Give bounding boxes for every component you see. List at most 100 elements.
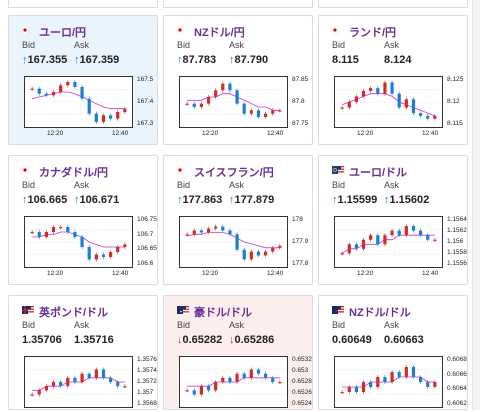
x-tick-label: 12:40 (267, 270, 284, 277)
pair-name[interactable]: カナダドル/円 (39, 167, 109, 179)
card-header[interactable]: NZドル/円 (164, 24, 314, 40)
candle-body (264, 373, 268, 378)
card-header[interactable]: ユーロ/円 (9, 24, 159, 40)
pair-name[interactable]: NZドル/円 (194, 27, 245, 39)
ask-value: 0.60663 (384, 334, 424, 346)
price-chart[interactable] (334, 216, 443, 268)
price-chart[interactable] (24, 216, 133, 268)
pair-name[interactable]: ユーロ/円 (39, 27, 87, 39)
prev-card-bottom (8, 0, 158, 8)
card-header[interactable]: ユーロ/ドル (319, 164, 469, 180)
scrollbar[interactable] (472, 0, 480, 410)
rate-card[interactable]: ユーロ/ドル Bid Ask ↑1.15599 ↑1.15602 1.1564 1.1562… (318, 155, 468, 285)
rate-card[interactable]: 豪ドル/ドル Bid Ask ↓0.65282 ↓0.65286 0.6532 0.653 0… (163, 295, 313, 410)
direction-arrow-icon: ↓ (229, 334, 235, 346)
candle-body (411, 99, 416, 114)
y-tick-label: 167.3 (137, 120, 154, 127)
price-chart[interactable] (179, 216, 288, 268)
ask-price: 0.60663 (384, 334, 424, 346)
bid-value: ↑167.355 (22, 54, 67, 66)
x-tick-label: 12:40 (112, 270, 129, 277)
candle-body (390, 230, 394, 236)
rate-card[interactable]: NZドル/ドル Bid Ask 0.60649 0.60663 0.6068 0.6066 0… (318, 295, 468, 410)
card-header[interactable]: スイスフラン/円 (164, 164, 314, 180)
card-header[interactable]: 英ポンド/ドル (9, 304, 159, 320)
bid-value: ↑106.665 (22, 194, 67, 206)
candle-body (426, 235, 430, 240)
rate-card[interactable]: カナダドル/円 Bid Ask ↑106.665 ↑106.671 106.75 106.7… (8, 155, 158, 285)
bid-value: ↑87.783 (177, 54, 216, 66)
rate-card[interactable]: スイスフラン/円 Bid Ask ↑177.863 ↑177.879 178 177.9 17… (163, 155, 313, 285)
y-tick-label: 87.85 (292, 76, 309, 83)
candle-body (199, 103, 203, 107)
candle-body (376, 235, 380, 245)
card-header[interactable]: ランド/円 (319, 24, 469, 40)
candle-body (192, 230, 196, 235)
ask-label: Ask (74, 320, 90, 330)
bid-label: Bid (22, 40, 36, 50)
pair-name[interactable]: 豪ドル/ドル (194, 307, 253, 319)
candle-body (185, 103, 189, 105)
card-header[interactable]: NZドル/ドル (319, 304, 469, 320)
pair-name[interactable]: NZドル/ドル (349, 307, 411, 319)
y-tick-label: 0.6068 (447, 356, 467, 363)
ask-price: 1.15602 (389, 194, 430, 206)
rate-card[interactable]: ユーロ/円 Bid Ask ↑167.355 ↑167.359 167.5 167.4 167… (8, 15, 158, 145)
candle-body (87, 98, 91, 114)
bid-value: 1.35706 (22, 334, 62, 346)
candle-body (214, 382, 218, 391)
x-tick-label: 12:40 (267, 130, 284, 137)
pair-name[interactable]: スイスフラン/円 (194, 167, 274, 179)
candle-body (369, 382, 373, 387)
bid-label: Bid (177, 320, 191, 330)
candle-body (426, 382, 430, 387)
candle-body (433, 115, 437, 119)
candlestick-chart (335, 224, 442, 256)
candle-body (66, 227, 70, 232)
y-tick-label: 0.6524 (292, 400, 312, 407)
candle-body (185, 390, 189, 392)
candle-body (44, 232, 48, 237)
y-tick-label: 106.75 (137, 216, 157, 223)
price-chart[interactable] (179, 76, 288, 128)
price-chart[interactable] (24, 76, 133, 128)
candle-body (340, 253, 344, 255)
price-chart[interactable] (334, 356, 443, 408)
rate-card[interactable]: ランド/円 Bid Ask 8.115 8.124 8.125 8.12 8.115 12:20… (318, 15, 468, 145)
candle-body (87, 373, 91, 378)
candle-body (361, 90, 366, 97)
candle-body (116, 247, 120, 252)
candle-body (199, 386, 203, 395)
currency-flag-icon (22, 306, 34, 314)
bid-price: 167.355 (27, 54, 68, 66)
pair-name[interactable]: 英ポンド/ドル (39, 307, 109, 319)
candle-body (73, 82, 77, 87)
pair-name[interactable]: ユーロ/ドル (349, 167, 408, 179)
candle-body (369, 235, 373, 240)
bid-price: 0.65282 (182, 334, 223, 346)
candle-body (44, 93, 48, 96)
rate-card[interactable]: 英ポンド/ドル Bid Ask 1.35706 1.35716 1.3576 1.3574 1… (8, 295, 158, 410)
bid-label: Bid (177, 40, 191, 50)
bid-price: 0.60649 (332, 334, 372, 346)
candle-body (214, 226, 218, 229)
ask-label: Ask (384, 180, 400, 190)
y-tick-label: 178 (292, 216, 303, 223)
candle-body (256, 110, 261, 117)
price-chart[interactable] (334, 76, 443, 128)
rate-card[interactable]: NZドル/円 Bid Ask ↑87.783 ↑87.790 87.85 87.8 87.75… (163, 15, 313, 145)
card-header[interactable]: カナダドル/円 (9, 164, 159, 180)
pair-name[interactable]: ランド/円 (349, 27, 397, 39)
candle-body (51, 227, 56, 232)
y-tick-label: 0.6066 (447, 370, 467, 378)
card-header[interactable]: 豪ドル/ドル (164, 304, 314, 320)
price-chart[interactable] (179, 356, 288, 408)
candle-body (199, 230, 203, 233)
candle-body (30, 394, 34, 396)
price-chart[interactable] (24, 356, 133, 408)
candle-body (419, 230, 423, 236)
y-tick-label: 0.6062 (447, 400, 467, 407)
bid-price: 106.665 (27, 194, 68, 206)
ask-label: Ask (384, 320, 400, 330)
candle-body (376, 377, 380, 387)
